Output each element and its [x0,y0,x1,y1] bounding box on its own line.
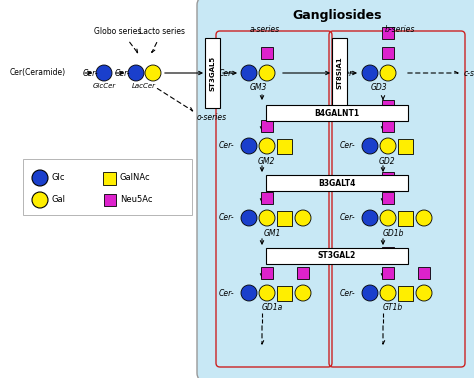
Text: Cer-: Cer- [114,68,130,77]
Text: a-series: a-series [250,25,280,34]
FancyBboxPatch shape [266,175,408,191]
FancyBboxPatch shape [23,159,192,215]
Circle shape [380,138,396,154]
Circle shape [362,138,378,154]
Circle shape [241,285,257,301]
Circle shape [259,285,275,301]
Text: Cer-: Cer- [339,68,355,77]
FancyBboxPatch shape [399,285,413,301]
Text: Cer(Ceramide): Cer(Ceramide) [10,68,66,77]
FancyBboxPatch shape [277,211,292,226]
Circle shape [380,65,396,81]
FancyBboxPatch shape [206,38,220,108]
Circle shape [32,192,48,208]
Text: b-series: b-series [385,25,415,34]
Text: Cer-: Cer- [339,141,355,150]
Circle shape [259,138,275,154]
Circle shape [241,138,257,154]
Circle shape [259,65,275,81]
Circle shape [380,210,396,226]
Text: c-series: c-series [464,68,474,77]
Circle shape [259,210,275,226]
FancyBboxPatch shape [332,38,347,108]
Text: GD1b: GD1b [382,228,404,237]
FancyBboxPatch shape [277,138,292,153]
Text: GM1: GM1 [264,228,281,237]
Text: GM3: GM3 [249,84,267,93]
Text: Cer-: Cer- [219,141,234,150]
Text: Gangliosides: Gangliosides [292,9,382,23]
Circle shape [295,285,311,301]
Circle shape [241,65,257,81]
FancyBboxPatch shape [399,211,413,226]
Text: GD3: GD3 [371,84,387,93]
Text: ST3GAL5: ST3GAL5 [210,56,216,91]
Text: GM2: GM2 [257,156,275,166]
Text: Cer-: Cer- [82,68,98,77]
Text: GD2: GD2 [379,156,395,166]
FancyBboxPatch shape [197,0,474,378]
Text: Cer-: Cer- [339,288,355,297]
Circle shape [416,210,432,226]
Text: LacCer: LacCer [132,83,156,89]
FancyBboxPatch shape [266,248,408,264]
Circle shape [145,65,161,81]
Text: GlcCer: GlcCer [92,83,116,89]
Circle shape [241,210,257,226]
FancyBboxPatch shape [266,105,408,121]
Circle shape [416,285,432,301]
FancyBboxPatch shape [277,285,292,301]
Circle shape [362,210,378,226]
Text: Globo series: Globo series [94,28,142,37]
Text: GD1a: GD1a [261,304,283,313]
Text: Neu5Ac: Neu5Ac [120,195,153,204]
Text: ST3GAL2: ST3GAL2 [318,251,356,260]
Text: B3GALT4: B3GALT4 [319,178,356,187]
Text: o-series: o-series [197,113,227,122]
Text: B4GALNT1: B4GALNT1 [314,108,360,118]
Text: Glc: Glc [52,174,65,183]
Circle shape [295,210,311,226]
Text: Cer-: Cer- [219,68,234,77]
Text: Lacto series: Lacto series [139,28,185,37]
FancyBboxPatch shape [103,172,117,184]
Text: GT1b: GT1b [383,304,403,313]
Text: Cer-: Cer- [219,214,234,223]
Text: GalNAc: GalNAc [120,174,151,183]
Circle shape [362,285,378,301]
Circle shape [128,65,144,81]
Circle shape [380,285,396,301]
Text: Cer-: Cer- [339,214,355,223]
Text: Gal: Gal [52,195,66,204]
Circle shape [96,65,112,81]
FancyBboxPatch shape [399,138,413,153]
Circle shape [362,65,378,81]
Circle shape [32,170,48,186]
Text: ST8SIA1: ST8SIA1 [337,57,343,89]
Text: Cer-: Cer- [219,288,234,297]
